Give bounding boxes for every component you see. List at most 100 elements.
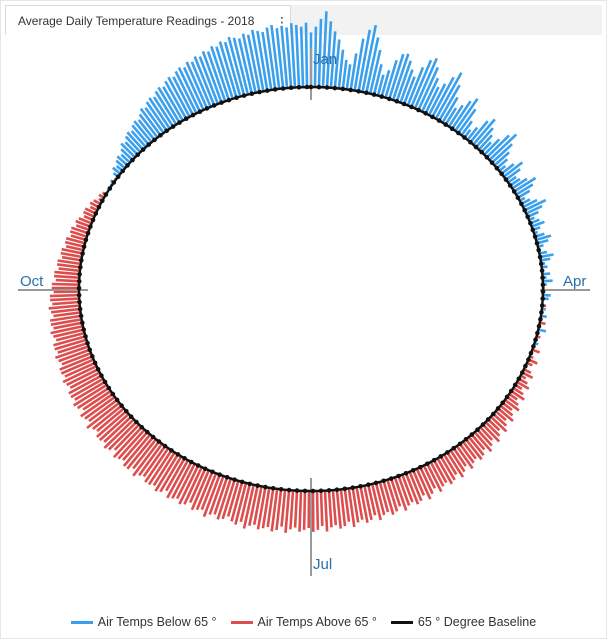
- temp-bar-above[interactable]: [479, 426, 494, 441]
- temp-bar-below[interactable]: [500, 163, 515, 175]
- temp-bar-above[interactable]: [132, 438, 158, 470]
- temp-bar-above[interactable]: [327, 490, 333, 528]
- temp-bar-below[interactable]: [246, 34, 261, 93]
- temp-bar-below[interactable]: [349, 53, 358, 91]
- temp-bar-below[interactable]: [174, 70, 198, 114]
- temp-bar-below[interactable]: [172, 76, 195, 116]
- temp-bar-above[interactable]: [512, 386, 524, 396]
- temp-bar-above[interactable]: [382, 480, 395, 515]
- temp-bar-above[interactable]: [154, 453, 180, 492]
- temp-bar-above[interactable]: [70, 226, 89, 235]
- temp-bar-below[interactable]: [162, 86, 184, 122]
- temp-bar-above[interactable]: [252, 486, 263, 525]
- temp-bar-below[interactable]: [485, 134, 511, 159]
- temp-bar-above[interactable]: [83, 210, 95, 218]
- temp-bar-below[interactable]: [164, 80, 188, 120]
- temp-bar-above[interactable]: [234, 482, 248, 525]
- temp-bar-below[interactable]: [133, 120, 153, 144]
- temp-bar-below[interactable]: [376, 74, 385, 96]
- temp-bar-above[interactable]: [401, 474, 414, 503]
- temp-bar-above[interactable]: [58, 348, 91, 363]
- temp-bar-above[interactable]: [370, 483, 382, 521]
- temp-bar-above[interactable]: [470, 433, 486, 451]
- temp-bar-above[interactable]: [53, 335, 86, 347]
- temp-bar-above[interactable]: [165, 457, 186, 492]
- temp-bar-below[interactable]: [420, 77, 440, 113]
- temp-bar-above[interactable]: [351, 487, 360, 523]
- temp-bar-below[interactable]: [498, 165, 507, 172]
- temp-bar-below[interactable]: [333, 39, 341, 89]
- temp-bar-above[interactable]: [175, 463, 196, 500]
- temp-bar-above[interactable]: [455, 445, 474, 470]
- temp-bar-below[interactable]: [493, 151, 510, 167]
- temp-bar-below[interactable]: [130, 130, 147, 148]
- temp-bar-below[interactable]: [201, 50, 223, 104]
- temp-bar-below[interactable]: [341, 59, 348, 90]
- temp-bar-below[interactable]: [391, 53, 410, 101]
- temp-bar-above[interactable]: [103, 418, 135, 449]
- temp-bar-below[interactable]: [148, 97, 171, 130]
- temp-bar-above[interactable]: [166, 459, 190, 499]
- temp-bar-below[interactable]: [427, 83, 447, 116]
- temp-bar-above[interactable]: [96, 410, 128, 438]
- temp-bar-above[interactable]: [50, 318, 82, 326]
- temp-bar-above[interactable]: [482, 423, 501, 443]
- temp-bar-below[interactable]: [120, 148, 134, 161]
- temp-bar-below[interactable]: [120, 142, 137, 159]
- temp-bar-above[interactable]: [70, 377, 104, 399]
- temp-bar-above[interactable]: [239, 483, 252, 523]
- temp-bar-above[interactable]: [59, 355, 93, 371]
- temp-bar-above[interactable]: [355, 486, 364, 520]
- temp-bar-above[interactable]: [98, 413, 130, 442]
- temp-bar-below[interactable]: [210, 45, 231, 101]
- temp-bar-below[interactable]: [413, 57, 438, 109]
- temp-bar-above[interactable]: [319, 490, 324, 526]
- temp-bar-above[interactable]: [484, 421, 501, 437]
- temp-bar-below[interactable]: [444, 107, 458, 126]
- temp-bar-above[interactable]: [96, 407, 125, 432]
- temp-bar-above[interactable]: [82, 389, 112, 411]
- temp-bar-below[interactable]: [325, 21, 333, 88]
- temp-bar-above[interactable]: [86, 401, 121, 430]
- temp-bar-below[interactable]: [457, 108, 477, 134]
- temp-bar-above[interactable]: [464, 438, 483, 461]
- temp-bar-below[interactable]: [542, 272, 551, 276]
- temp-bar-above[interactable]: [393, 476, 408, 512]
- temp-bar-below[interactable]: [454, 98, 479, 132]
- more-vertical-icon[interactable]: ⋮: [275, 14, 289, 30]
- temp-bar-below[interactable]: [182, 66, 205, 111]
- temp-bar-above[interactable]: [152, 451, 176, 487]
- temp-bar-below[interactable]: [357, 29, 372, 92]
- temp-bar-above[interactable]: [412, 469, 426, 496]
- temp-bar-below[interactable]: [304, 22, 309, 88]
- temp-bar-above[interactable]: [122, 433, 152, 467]
- temp-bar-below[interactable]: [337, 49, 345, 89]
- temp-bar-below[interactable]: [218, 41, 238, 99]
- temp-bar-below[interactable]: [441, 96, 459, 124]
- temp-bar-above[interactable]: [54, 274, 80, 279]
- temp-bar-below[interactable]: [206, 51, 227, 102]
- temp-bar-above[interactable]: [335, 489, 342, 529]
- temp-bar-below[interactable]: [280, 25, 289, 89]
- temp-bar-below[interactable]: [511, 177, 528, 190]
- temp-bar-above[interactable]: [242, 484, 255, 529]
- temp-bar-above[interactable]: [347, 488, 356, 528]
- temp-bar-above[interactable]: [458, 443, 475, 464]
- temp-bar-below[interactable]: [372, 63, 383, 95]
- temp-bar-above[interactable]: [93, 199, 102, 206]
- temp-bar-below[interactable]: [111, 166, 122, 175]
- temp-bar-below[interactable]: [167, 76, 191, 118]
- temp-bar-below[interactable]: [477, 134, 493, 151]
- legend-item-above[interactable]: Air Temps Above 65 °: [230, 615, 377, 629]
- temp-bar-above[interactable]: [461, 440, 477, 460]
- temp-bar-below[interactable]: [410, 59, 433, 108]
- temp-bar-above[interactable]: [200, 472, 218, 511]
- temp-bar-above[interactable]: [69, 230, 88, 238]
- temp-bar-above[interactable]: [78, 217, 93, 225]
- temp-bar-above[interactable]: [54, 338, 87, 351]
- temp-bar-above[interactable]: [374, 482, 386, 516]
- temp-bar-above[interactable]: [51, 282, 80, 286]
- temp-bar-above[interactable]: [54, 270, 80, 276]
- temp-bar-below[interactable]: [223, 41, 242, 97]
- temp-bar-below[interactable]: [488, 133, 518, 161]
